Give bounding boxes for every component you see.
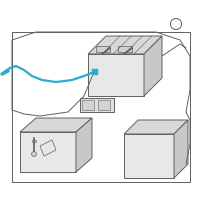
Polygon shape bbox=[174, 120, 188, 178]
Polygon shape bbox=[76, 118, 92, 172]
Polygon shape bbox=[20, 118, 92, 132]
Bar bbox=[32, 140, 36, 142]
Bar bbox=[118, 46, 132, 52]
Bar bbox=[96, 46, 110, 52]
Bar bbox=[98, 100, 110, 110]
Polygon shape bbox=[124, 120, 188, 134]
Polygon shape bbox=[88, 36, 162, 54]
Polygon shape bbox=[124, 134, 174, 178]
Polygon shape bbox=[88, 54, 144, 96]
Polygon shape bbox=[144, 36, 162, 96]
Bar bbox=[80, 98, 114, 112]
Polygon shape bbox=[20, 132, 76, 172]
Circle shape bbox=[32, 152, 36, 156]
Bar bbox=[82, 100, 94, 110]
Bar bbox=[92, 69, 98, 75]
